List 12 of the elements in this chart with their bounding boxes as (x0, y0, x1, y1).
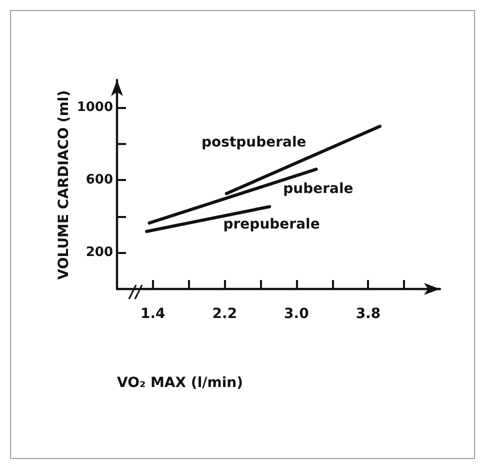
x-tick-label: 3.8 (356, 306, 381, 322)
series-label: postpuberale (201, 134, 306, 150)
x-axis-title: VO₂ MAX (l/min) (117, 375, 243, 391)
series-label: prepuberale (223, 216, 320, 233)
y-tick-label: 600 (86, 172, 113, 188)
x-tick-label: 1.4 (140, 306, 166, 322)
y-tick-label: 200 (86, 245, 113, 260)
y-tick-label: 1000 (76, 100, 113, 115)
x-tick-label: 3.0 (284, 306, 310, 322)
series-label: puberale (283, 181, 354, 198)
x-tick-label: 2.2 (212, 306, 238, 322)
y-axis-title: VOLUME CARDIACO (ml) (56, 90, 72, 280)
